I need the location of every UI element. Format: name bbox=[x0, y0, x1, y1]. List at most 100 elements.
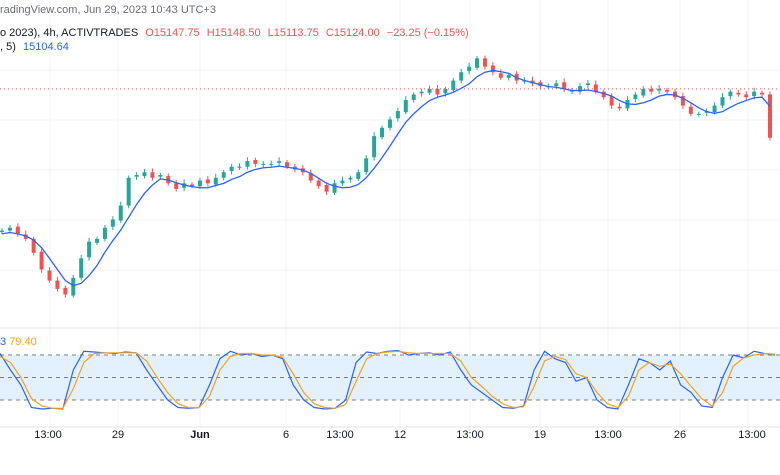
time-axis-label: 13:00 bbox=[456, 429, 484, 441]
candle-down bbox=[190, 184, 195, 187]
candle-down bbox=[530, 80, 535, 84]
candle-down bbox=[15, 226, 20, 234]
candle-down bbox=[498, 73, 503, 78]
candle-up bbox=[728, 91, 733, 97]
candle-down bbox=[205, 179, 210, 184]
candle-up bbox=[451, 80, 456, 90]
ma-label: , 5) bbox=[0, 41, 16, 53]
candle-down bbox=[39, 251, 44, 270]
candle-up bbox=[102, 227, 107, 239]
candle-down bbox=[609, 96, 614, 106]
time-axis-label: 26 bbox=[674, 429, 686, 441]
candle-up bbox=[411, 94, 416, 100]
candle-up bbox=[554, 83, 559, 87]
candles bbox=[0, 55, 772, 298]
candle-down bbox=[680, 96, 685, 106]
candle-up bbox=[0, 230, 4, 232]
candle-down bbox=[649, 88, 654, 92]
candle-down bbox=[174, 183, 179, 189]
candle-down bbox=[736, 92, 741, 95]
candle-up bbox=[213, 177, 218, 185]
time-axis-label: Jun bbox=[190, 429, 210, 441]
candle-up bbox=[79, 258, 84, 278]
candle-up bbox=[712, 105, 717, 113]
open-value: O15147.75 bbox=[145, 27, 200, 39]
time-axis-label: 12 bbox=[394, 429, 406, 441]
candle-down bbox=[55, 280, 60, 289]
candle-down bbox=[665, 90, 670, 92]
oscillator-legend: 3 79.40 bbox=[0, 336, 37, 348]
candle-down bbox=[601, 91, 606, 98]
candle-up bbox=[126, 177, 131, 206]
candle-up bbox=[419, 91, 424, 94]
candle-up bbox=[633, 94, 638, 99]
candle-up bbox=[356, 172, 361, 179]
candle-down bbox=[760, 92, 765, 95]
candle-up bbox=[261, 163, 266, 165]
candle-up bbox=[364, 158, 369, 173]
candle-down bbox=[617, 106, 622, 109]
candle-up bbox=[118, 205, 123, 221]
oscillator-label: 3 bbox=[0, 336, 7, 348]
candle-up bbox=[657, 88, 662, 91]
candle-down bbox=[482, 58, 487, 67]
candle-up bbox=[348, 177, 353, 180]
band-fill bbox=[0, 355, 780, 400]
candle-up bbox=[696, 113, 701, 115]
candle-down bbox=[285, 162, 290, 167]
candle-up bbox=[142, 172, 147, 177]
candle-up bbox=[87, 241, 92, 258]
candle-up bbox=[403, 100, 408, 113]
candle-up bbox=[506, 75, 511, 78]
candle-up bbox=[585, 83, 590, 85]
candle-up bbox=[577, 86, 582, 92]
candle-up bbox=[427, 88, 432, 93]
source-timestamp: radingView.com, Jun 29, 2023 10:43 UTC+3 bbox=[0, 4, 216, 16]
candle-down bbox=[593, 84, 598, 92]
candle-up bbox=[7, 227, 12, 231]
candle-up bbox=[269, 163, 274, 165]
candle-up bbox=[387, 119, 392, 128]
candle-down bbox=[744, 94, 749, 98]
time-axis-label: 19 bbox=[534, 429, 546, 441]
candle-down bbox=[253, 160, 258, 164]
candle-up bbox=[245, 161, 250, 167]
candle-down bbox=[150, 172, 155, 178]
ma-legend: , 5) 15104.64 bbox=[0, 41, 73, 53]
candle-down bbox=[562, 82, 567, 89]
candle-down bbox=[31, 238, 36, 253]
candle-up bbox=[95, 238, 100, 243]
candle-down bbox=[308, 173, 313, 181]
time-axis-label: 29 bbox=[112, 429, 124, 441]
low-value: L15113.75 bbox=[267, 27, 319, 39]
oscillator-value: 79.40 bbox=[9, 336, 37, 348]
candle-up bbox=[443, 88, 448, 94]
candle-up bbox=[277, 161, 282, 163]
candle-up bbox=[134, 175, 139, 177]
candle-up bbox=[641, 88, 646, 96]
stoch-d-line bbox=[0, 350, 776, 409]
time-axis: 13:00 29 Jun 6 13:00 12 13:00 19 13:00 26 13:00 bbox=[0, 426, 780, 441]
candle-up bbox=[110, 219, 115, 227]
time-axis-label: 6 bbox=[283, 429, 289, 441]
candle-up bbox=[752, 91, 757, 97]
candle-up bbox=[229, 166, 234, 172]
candle-up bbox=[237, 166, 242, 168]
time-axis-label: 13:00 bbox=[594, 429, 622, 441]
candle-up bbox=[71, 277, 76, 296]
time-axis-label: 13:00 bbox=[738, 429, 766, 441]
change-value: −23.25 (−0.15%) bbox=[386, 27, 469, 39]
candle-up bbox=[720, 97, 725, 106]
stochastic-lines bbox=[0, 349, 776, 410]
time-axis-label: 13:00 bbox=[34, 429, 62, 441]
candle-up bbox=[475, 58, 480, 68]
candle-down bbox=[47, 270, 52, 281]
candle-down bbox=[435, 88, 440, 95]
high-value: H15148.50 bbox=[206, 27, 261, 39]
candle-down bbox=[316, 180, 321, 187]
ma-value: 15104.64 bbox=[22, 41, 69, 53]
candle-up bbox=[197, 180, 202, 187]
grid bbox=[0, 0, 780, 427]
